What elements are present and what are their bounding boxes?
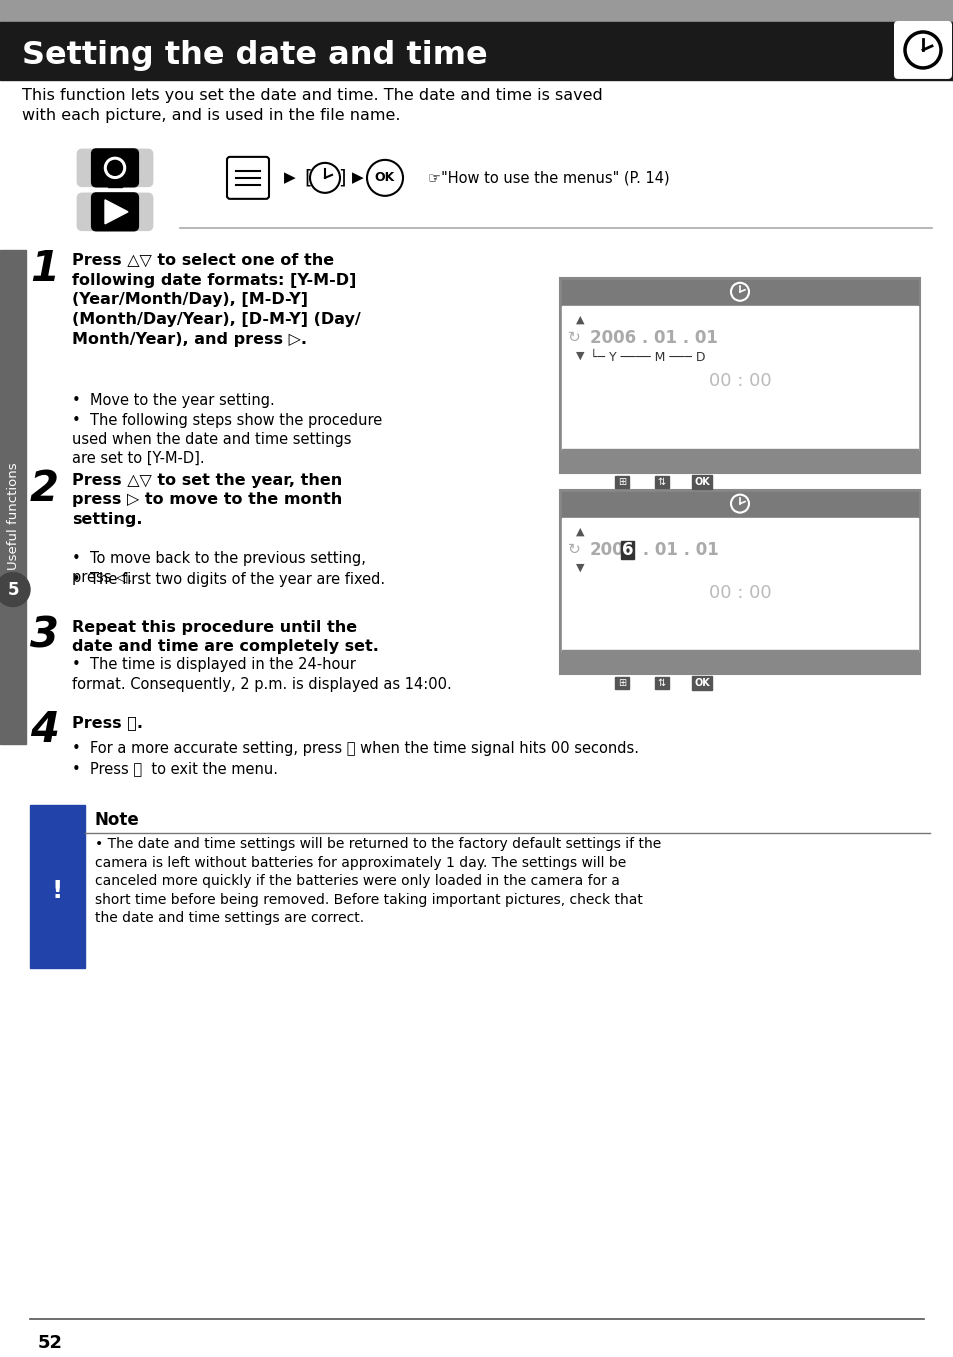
Text: [: [ <box>304 168 312 187</box>
Text: •  Press ⓤ  to exit the menu.: • Press ⓤ to exit the menu. <box>71 761 277 776</box>
Bar <box>691 677 711 691</box>
Text: 200: 200 <box>589 540 624 559</box>
Text: !: ! <box>51 879 63 904</box>
Text: 3: 3 <box>30 615 59 657</box>
Text: •  For a more accurate setting, press ⓤ when the time signal hits 00 seconds.: • For a more accurate setting, press ⓤ w… <box>71 741 639 756</box>
Text: • The date and time settings will be returned to the factory default settings if: • The date and time settings will be ret… <box>95 837 660 925</box>
Text: •  The following steps show the procedure
used when the date and time settings
a: • The following steps show the procedure… <box>71 413 382 465</box>
Text: 52: 52 <box>38 1334 63 1352</box>
Text: Setting the date and time: Setting the date and time <box>22 41 487 72</box>
Text: GO: GO <box>671 678 686 688</box>
Bar <box>30 805 929 969</box>
Text: Repeat this procedure until the
date and time are completely set.: Repeat this procedure until the date and… <box>71 620 378 654</box>
FancyBboxPatch shape <box>77 149 152 186</box>
Circle shape <box>730 494 748 513</box>
Text: 2: 2 <box>30 468 59 510</box>
Text: •  The time is displayed in the 24-hour
format. Consequently, 2 p.m. is displaye: • The time is displayed in the 24-hour f… <box>71 658 452 692</box>
Bar <box>615 475 628 487</box>
Text: Press ⓤ.: Press ⓤ. <box>71 715 143 730</box>
Text: •  To move back to the previous setting,
press ◁.: • To move back to the previous setting, … <box>71 551 366 585</box>
Bar <box>561 305 917 451</box>
Bar <box>0 0 953 22</box>
Text: 6: 6 <box>621 540 633 559</box>
FancyBboxPatch shape <box>893 20 951 79</box>
Text: └─ Y ──── M ─── D: └─ Y ──── M ─── D <box>589 351 705 364</box>
Bar <box>559 278 919 472</box>
Bar <box>30 805 85 969</box>
Text: ▼: ▼ <box>576 350 583 361</box>
Text: ↻: ↻ <box>567 541 579 558</box>
Text: Note: Note <box>95 811 139 829</box>
Text: 4: 4 <box>30 710 59 752</box>
Text: •  Move to the year setting.: • Move to the year setting. <box>71 392 274 407</box>
Bar <box>655 475 668 487</box>
Bar <box>615 677 628 689</box>
Text: SET: SET <box>631 478 650 486</box>
Text: 00 : 00: 00 : 00 <box>708 584 771 601</box>
Circle shape <box>0 573 30 607</box>
Circle shape <box>730 282 748 301</box>
Text: ⊞: ⊞ <box>618 476 625 487</box>
Bar <box>108 180 122 187</box>
Bar <box>561 650 917 673</box>
Text: SELECT: SELECT <box>567 478 605 486</box>
Text: GO: GO <box>671 478 686 486</box>
Text: Press △▽ to select one of the
following date formats: [Y-M-D]
(Year/Month/Day), : Press △▽ to select one of the following … <box>71 252 360 347</box>
Text: SET: SET <box>631 678 650 688</box>
Text: ☞"How to use the menus" (P. 14): ☞"How to use the menus" (P. 14) <box>428 171 669 186</box>
Circle shape <box>108 160 122 175</box>
Text: This function lets you set the date and time. The date and time is saved
with ea: This function lets you set the date and … <box>22 88 602 122</box>
Bar <box>0 22 953 80</box>
Text: 00 : 00: 00 : 00 <box>708 372 771 389</box>
Bar <box>620 540 634 559</box>
Bar <box>559 490 919 674</box>
Text: •  The first two digits of the year are fixed.: • The first two digits of the year are f… <box>71 571 385 586</box>
Text: 5: 5 <box>8 581 19 598</box>
Text: ]: ] <box>338 168 345 187</box>
Text: ⇅: ⇅ <box>658 476 665 487</box>
Text: ▶: ▶ <box>284 171 295 186</box>
Bar <box>561 517 917 653</box>
Text: Press △▽ to set the year, then
press ▷ to move to the month
setting.: Press △▽ to set the year, then press ▷ t… <box>71 472 342 528</box>
Text: ⇅: ⇅ <box>658 678 665 688</box>
Text: ↻: ↻ <box>567 330 579 345</box>
Text: OK: OK <box>694 476 709 487</box>
Text: OK: OK <box>375 171 395 185</box>
FancyBboxPatch shape <box>92 149 137 186</box>
FancyBboxPatch shape <box>77 193 152 231</box>
Text: ▶: ▶ <box>352 171 363 186</box>
Text: ⊞: ⊞ <box>618 678 625 688</box>
Text: 1: 1 <box>30 248 59 290</box>
Text: ▲: ▲ <box>576 315 583 324</box>
Bar <box>655 677 668 689</box>
Bar <box>561 280 917 305</box>
Circle shape <box>310 163 339 193</box>
Bar <box>0 250 26 745</box>
Circle shape <box>104 157 126 178</box>
Text: ▼: ▼ <box>576 563 583 573</box>
Bar <box>691 475 711 489</box>
Text: SELECT: SELECT <box>567 678 605 688</box>
Text: . 01 . 01: . 01 . 01 <box>637 540 718 559</box>
Text: OK: OK <box>694 678 709 688</box>
Bar <box>561 449 917 471</box>
Polygon shape <box>105 199 128 224</box>
Text: 2006 . 01 . 01: 2006 . 01 . 01 <box>589 328 717 347</box>
Text: ▲: ▲ <box>576 527 583 536</box>
Text: Useful functions: Useful functions <box>7 463 19 570</box>
Bar <box>561 491 917 517</box>
FancyBboxPatch shape <box>227 157 269 199</box>
FancyBboxPatch shape <box>92 194 137 231</box>
Circle shape <box>367 160 402 195</box>
